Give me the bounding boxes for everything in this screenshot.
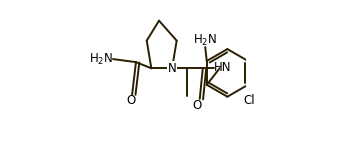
Text: N: N bbox=[168, 62, 176, 75]
Text: H$_2$N: H$_2$N bbox=[89, 51, 114, 67]
Text: Cl: Cl bbox=[244, 94, 255, 107]
Text: O: O bbox=[193, 99, 202, 112]
Text: H$_2$N: H$_2$N bbox=[193, 33, 217, 48]
Text: O: O bbox=[127, 94, 136, 107]
Text: HN: HN bbox=[214, 61, 232, 74]
